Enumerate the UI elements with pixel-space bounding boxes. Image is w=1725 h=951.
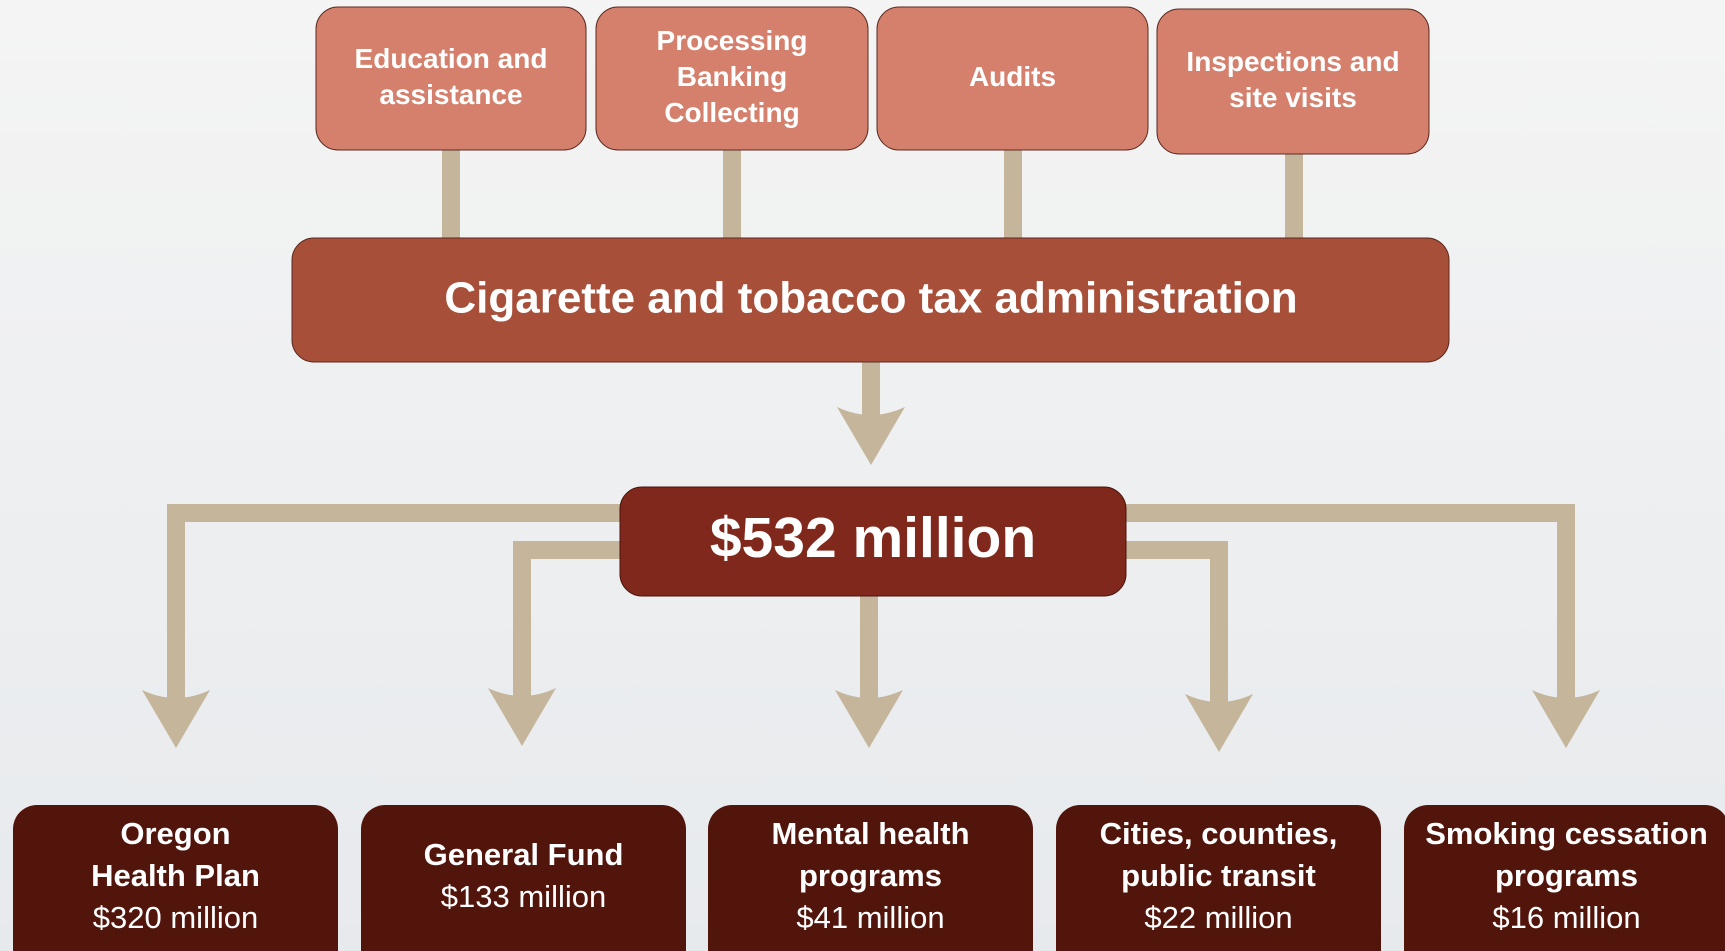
connectors <box>167 150 1575 716</box>
source-label: site visits <box>1229 82 1357 113</box>
source-label: Audits <box>969 61 1056 92</box>
destination-name: Oregon <box>120 816 230 851</box>
source-label: Banking <box>677 61 787 92</box>
total-box <box>619 486 1127 597</box>
admin-label: Cigarette and tobacco tax administration <box>444 274 1297 323</box>
source-label: assistance <box>379 79 522 110</box>
source-box <box>876 6 1149 151</box>
destination-name: programs <box>1495 858 1638 893</box>
destination-box <box>361 805 686 951</box>
source-label: Education and <box>355 43 548 74</box>
arrowhead <box>142 690 210 748</box>
destination-amount: $320 million <box>93 900 258 935</box>
destination-box <box>13 805 338 951</box>
arrowhead <box>1185 694 1253 752</box>
source-label: Processing <box>657 25 808 56</box>
destination-name: Mental health <box>771 816 969 851</box>
arrowhead <box>1532 690 1600 748</box>
arrowhead <box>837 407 905 465</box>
destination-box <box>708 805 1033 951</box>
source-box <box>1156 8 1430 155</box>
destination-amount: $16 million <box>1492 900 1640 935</box>
source-box <box>595 6 869 151</box>
source-label: Collecting <box>664 97 799 128</box>
destination-box <box>1404 805 1725 951</box>
destination-name: General Fund <box>424 837 624 872</box>
source-label: Inspections and <box>1186 46 1399 77</box>
total-label: $532 million <box>710 506 1036 570</box>
destination-amount: $133 million <box>441 879 606 914</box>
admin-box <box>291 237 1450 363</box>
destination-box <box>1056 805 1381 951</box>
destination-name: Smoking cessation <box>1425 816 1708 851</box>
destination-name: programs <box>799 858 942 893</box>
destination-amount: $41 million <box>796 900 944 935</box>
destination-name: Cities, counties, <box>1100 816 1338 851</box>
destination-name: Health Plan <box>91 858 260 893</box>
destination-amount: $22 million <box>1144 900 1292 935</box>
arrowhead <box>835 690 903 748</box>
destination-name: public transit <box>1121 858 1316 893</box>
source-box <box>315 6 587 151</box>
arrowhead <box>488 688 556 746</box>
